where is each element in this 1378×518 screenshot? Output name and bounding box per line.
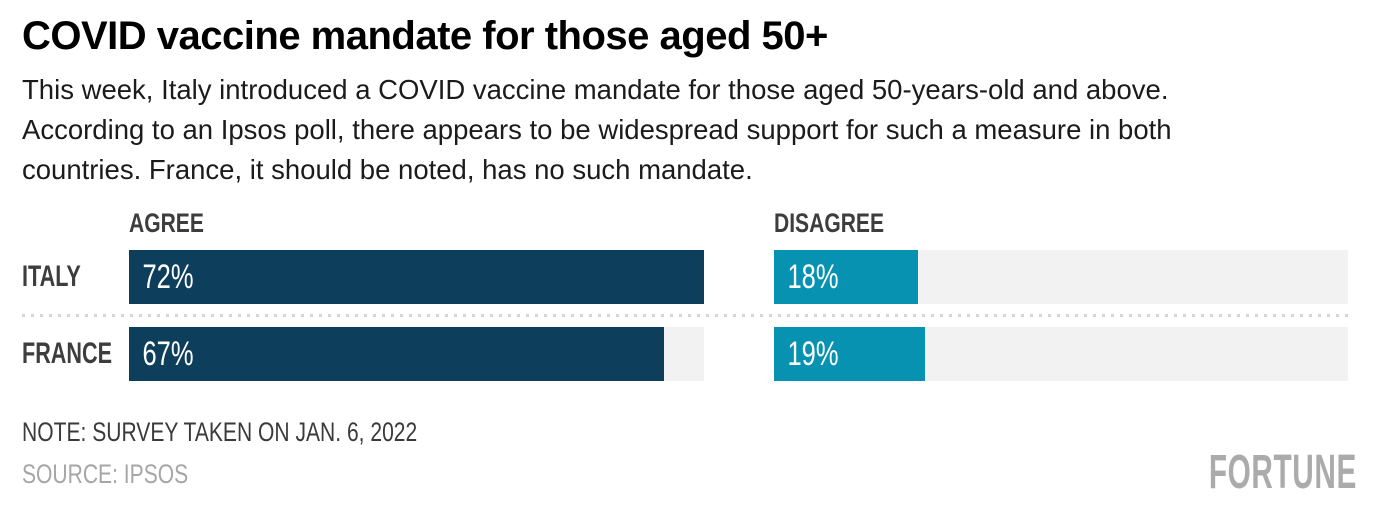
fortune-logo: FORTUNE	[1118, 449, 1357, 497]
disagree-bar-track-italy: 18%	[774, 250, 1348, 304]
column-header-agree-label: AGREE	[129, 208, 204, 238]
row-label-france: FRANCE	[22, 337, 112, 370]
column-header-row: AGREE DISAGREE	[22, 205, 1348, 250]
row-divider	[22, 314, 1348, 317]
chart-subtitle: This week, Italy introduced a COVID vacc…	[22, 70, 1172, 190]
agree-bar-track-france: 67%	[129, 327, 704, 381]
chart-title: COVID vaccine mandate for those aged 50+	[22, 14, 828, 58]
source-text: SOURCE: IPSOS	[22, 459, 189, 489]
row-label-italy: ITALY	[22, 260, 81, 293]
chart-source: SOURCE: IPSOS	[22, 461, 235, 488]
subtitle-line-2: According to an Ipsos poll, there appear…	[22, 114, 1172, 145]
subtitle-line-3: countries. France, it should be noted, h…	[22, 154, 753, 185]
agree-bar-track-italy: 72%	[129, 250, 704, 304]
agree-value-france: 67%	[142, 334, 194, 373]
chart-note: NOTE: SURVEY TAKEN ON JAN. 6, 2022	[22, 419, 529, 446]
fortune-logo-text: FORTUNE	[1208, 446, 1357, 499]
disagree-bar-france: 19%	[774, 327, 926, 381]
agree-bar-france: 67%	[129, 327, 665, 381]
subtitle-line-1: This week, Italy introduced a COVID vacc…	[22, 74, 1169, 105]
disagree-bar-italy: 18%	[774, 250, 918, 304]
note-text: NOTE: SURVEY TAKEN ON JAN. 6, 2022	[22, 417, 418, 447]
bar-chart: AGREE DISAGREE ITALY 72% 18%	[22, 205, 1348, 381]
agree-bar-italy: 72%	[129, 250, 704, 304]
column-gap	[704, 250, 774, 304]
column-header-agree: AGREE	[129, 205, 704, 237]
chart-row-france: FRANCE 67% 19%	[22, 327, 1348, 381]
agree-value-italy: 72%	[142, 257, 194, 296]
disagree-value-france: 19%	[787, 334, 839, 373]
chart-row-italy: ITALY 72% 18%	[22, 250, 1348, 304]
disagree-bar-track-france: 19%	[774, 327, 1348, 381]
column-header-disagree-label: DISAGREE	[774, 208, 885, 238]
column-header-disagree: DISAGREE	[774, 205, 1348, 237]
column-gap	[704, 327, 774, 381]
disagree-value-italy: 18%	[787, 257, 839, 296]
